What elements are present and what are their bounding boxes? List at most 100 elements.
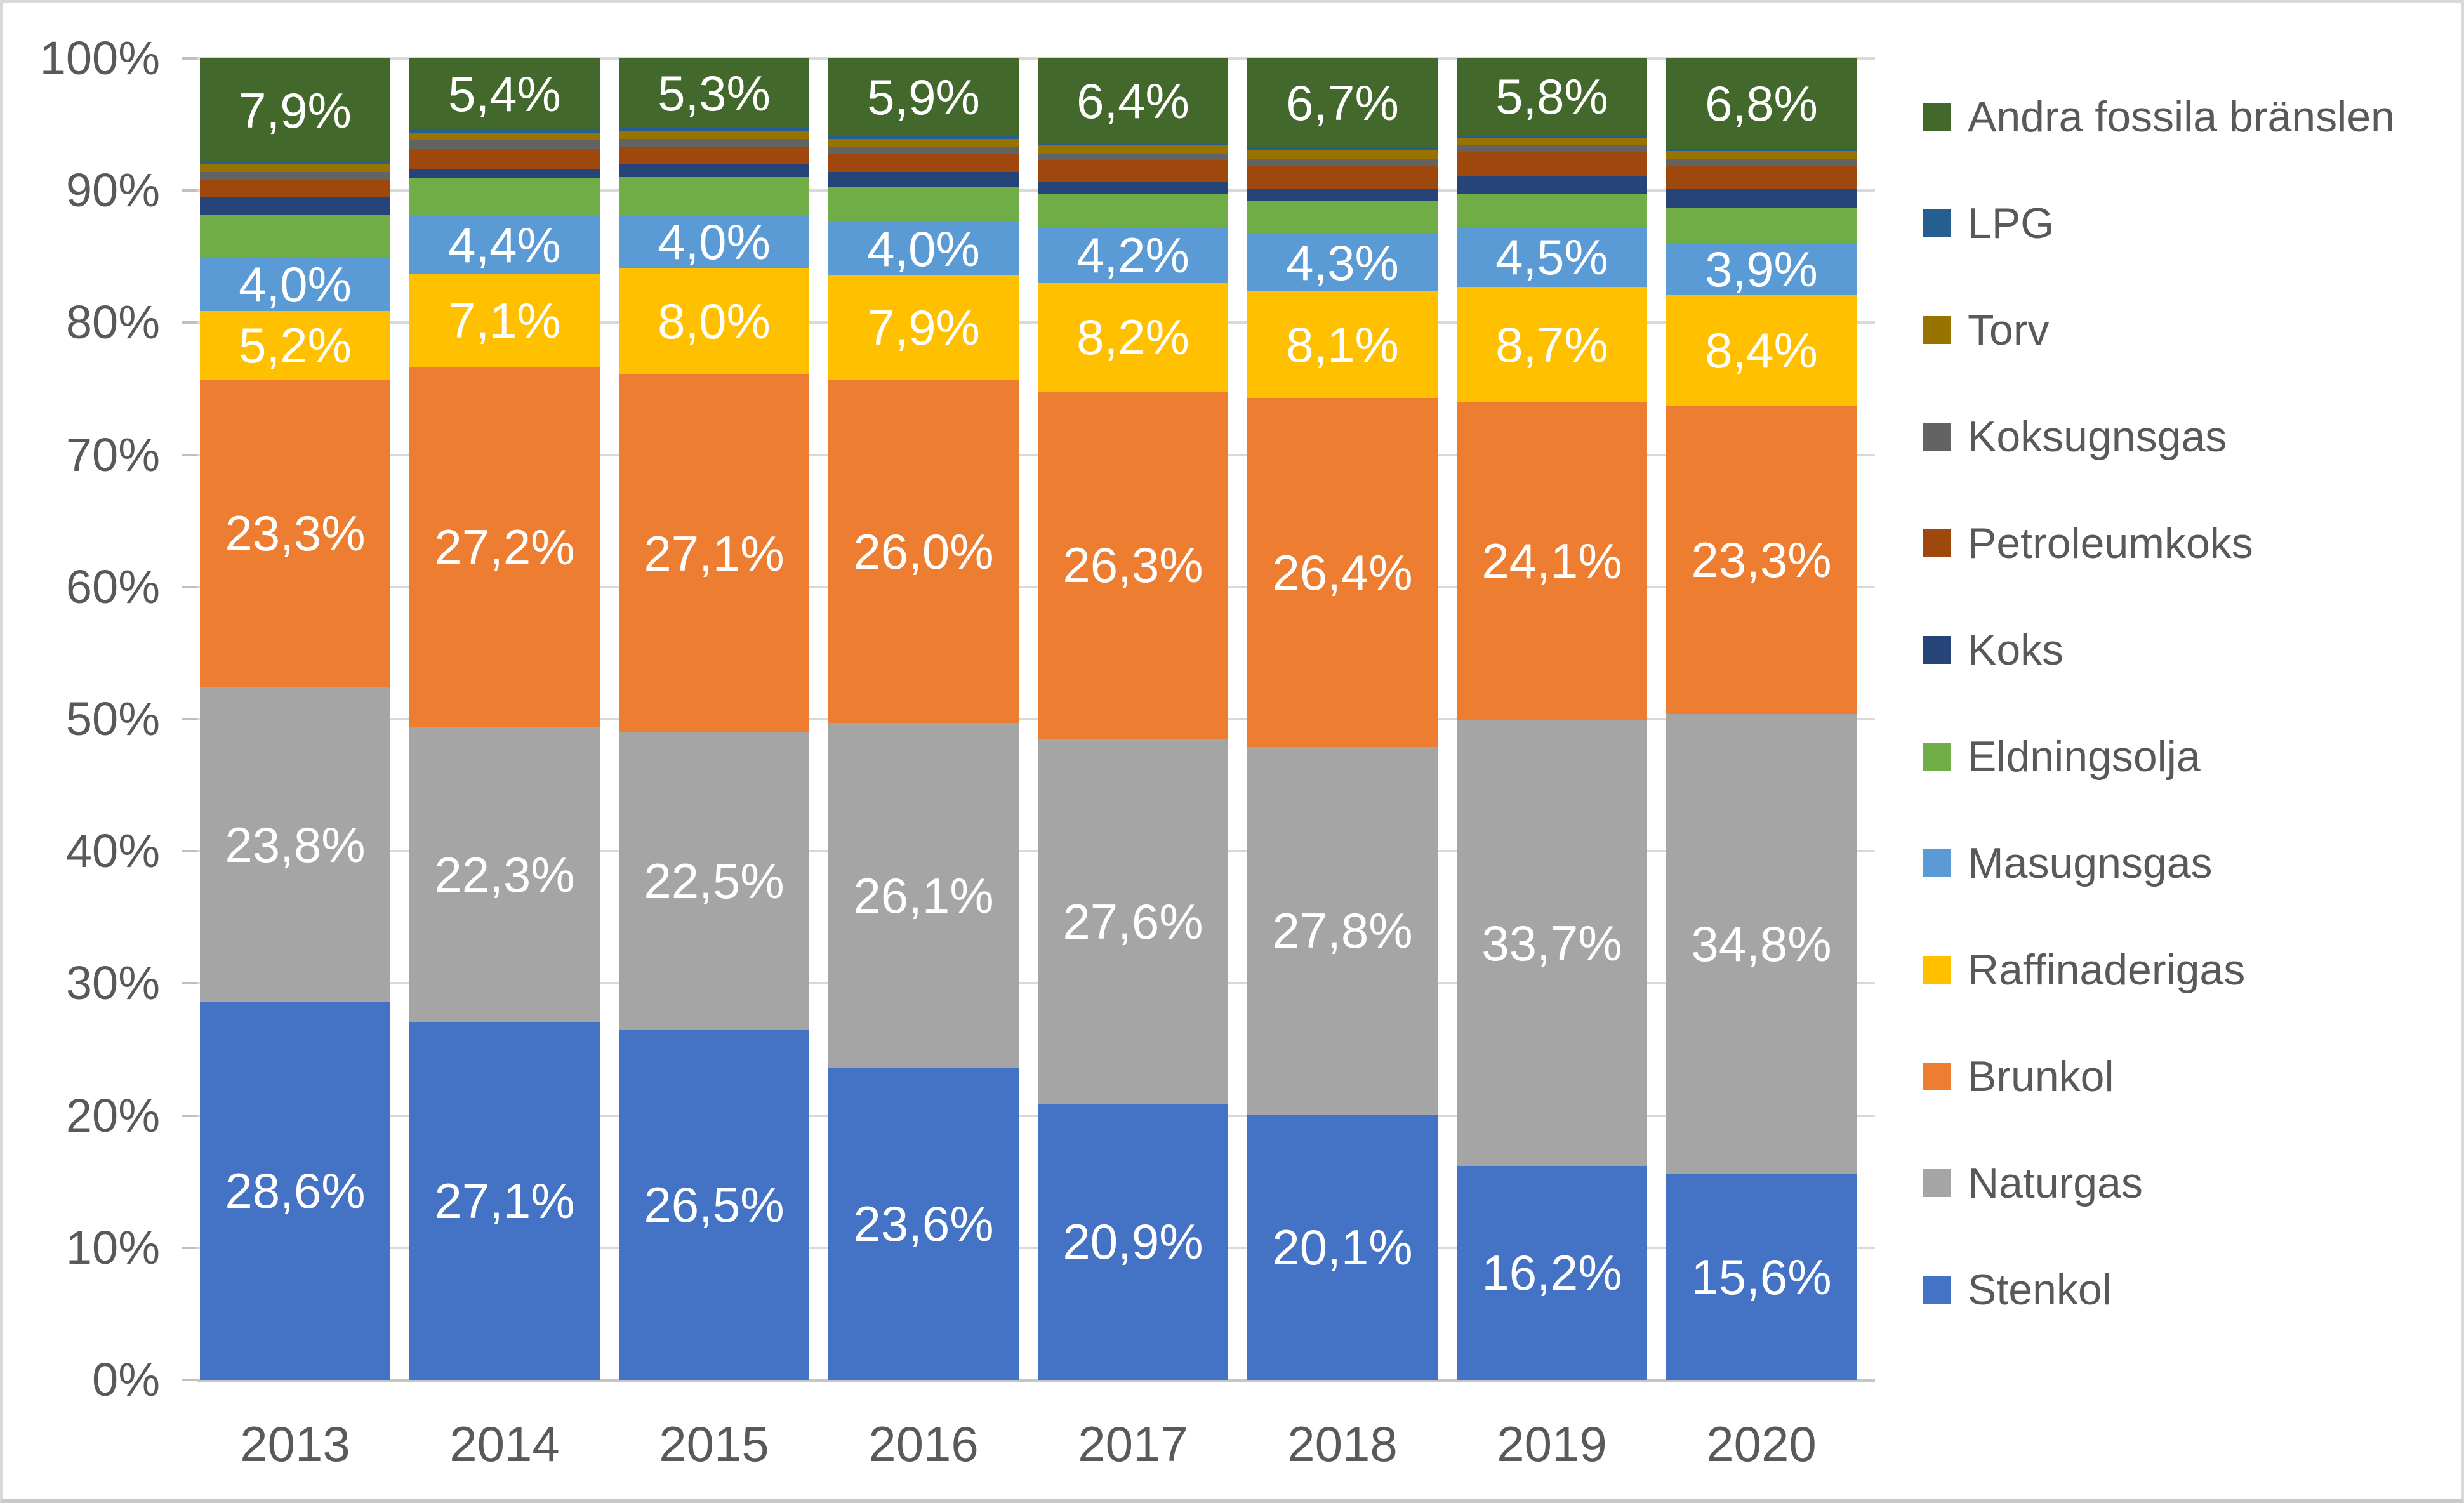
y-axis-label: 0%	[92, 1353, 160, 1406]
y-axis-label: 90%	[65, 164, 160, 217]
x-axis-label-2014: 2014	[449, 1416, 560, 1472]
bar-segment-koks-2013	[200, 197, 390, 215]
bar-segment-petroleumkoks-2019	[1457, 152, 1647, 176]
gridline-0%	[197, 1379, 1875, 1382]
bar-segment-naturgas-2014: 22,3%	[409, 727, 600, 1022]
y-axis-label: 60%	[65, 560, 160, 613]
segment-label: 26,4%	[1272, 544, 1413, 600]
bar-segment-petroleumkoks-2015	[619, 147, 809, 164]
bar-segment-masugnsgas-2015: 4,0%	[619, 215, 809, 269]
y-axis-tick	[182, 57, 197, 60]
bar-segment-naturgas-2017: 27,6%	[1038, 739, 1228, 1104]
bar-segment-masugnsgas-2017: 4,2%	[1038, 227, 1228, 283]
segment-label: 24,1%	[1481, 533, 1622, 590]
bar-segment-torv-2019	[1457, 137, 1647, 146]
bar-segment-masugnsgas-2013: 4,0%	[200, 258, 390, 311]
legend-item-andra-fossila-br-nslen: Andra fossila bränslen	[1923, 95, 2395, 138]
bar-segment-torv-2014	[409, 132, 600, 141]
segment-label: 15,6%	[1691, 1248, 1832, 1305]
segment-label: 6,7%	[1286, 74, 1399, 131]
bar-segment-naturgas-2013: 23,8%	[200, 687, 390, 1002]
segment-label: 26,5%	[644, 1177, 785, 1233]
segment-label: 27,6%	[1063, 893, 1203, 950]
y-axis-tick	[182, 982, 197, 985]
y-axis-tick	[182, 850, 197, 853]
segment-label: 4,4%	[448, 216, 561, 273]
legend-item-raffinaderigas: Raffinaderigas	[1923, 948, 2395, 991]
gridline-70%	[197, 453, 1875, 456]
chart-legend: Andra fossila bränslen LPG Torv Koksugnsgas…	[1923, 95, 2395, 1311]
bar-segment-andra-fossila-br-nslen-2015: 5,3%	[619, 58, 809, 129]
legend-item-koks: Koks	[1923, 628, 2395, 672]
bar-segment-koks-2016	[828, 172, 1019, 187]
bar-segment-brunkol-2016: 26,0%	[828, 379, 1019, 724]
bar-segment-koksugnsgas-2018	[1247, 159, 1438, 166]
bar-segment-koksugnsgas-2017	[1038, 154, 1228, 161]
bar-segment-andra-fossila-br-nslen-2018: 6,7%	[1247, 58, 1438, 147]
bar-segment-raffinaderigas-2018: 8,1%	[1247, 291, 1438, 399]
gridline-80%	[197, 321, 1875, 324]
bar-segment-andra-fossila-br-nslen-2017: 6,4%	[1038, 58, 1228, 143]
bar-segment-koks-2020	[1666, 189, 1857, 208]
legend-item-brunkol: Brunkol	[1923, 1055, 2395, 1098]
bar-segment-raffinaderigas-2014: 7,1%	[409, 274, 600, 368]
segment-label: 26,1%	[853, 867, 994, 924]
segment-label: 20,9%	[1063, 1214, 1203, 1270]
segment-label: 23,6%	[853, 1196, 994, 1252]
legend-label: Stenkol	[1968, 1266, 2112, 1314]
gridline-40%	[197, 850, 1875, 853]
bar-segment-raffinaderigas-2016: 7,9%	[828, 275, 1019, 380]
legend-label: Andra fossila bränslen	[1968, 93, 2395, 141]
bar-segment-lpg-2016	[828, 136, 1019, 139]
bar-segment-eldningsolja-2016	[828, 186, 1019, 223]
bar-segment-stenkol-2019: 16,2%	[1457, 1165, 1647, 1380]
gridline-60%	[197, 585, 1875, 588]
gridline-90%	[197, 189, 1875, 192]
legend-label: Koksugnsgas	[1968, 413, 2227, 461]
bar-segment-masugnsgas-2016: 4,0%	[828, 222, 1019, 275]
bar-segment-koks-2019	[1457, 176, 1647, 195]
x-axis-label-2013: 2013	[240, 1416, 350, 1472]
bar-segment-andra-fossila-br-nslen-2019: 5,8%	[1457, 58, 1647, 135]
bar-segment-petroleumkoks-2020	[1666, 165, 1857, 190]
legend-swatch	[1923, 316, 1951, 344]
y-axis-label: 70%	[65, 428, 160, 481]
segment-label: 5,4%	[448, 66, 561, 122]
segment-label: 5,9%	[867, 69, 980, 126]
segment-label: 28,6%	[225, 1163, 366, 1219]
bar-segment-eldningsolja-2017	[1038, 194, 1228, 228]
legend-swatch	[1923, 1276, 1951, 1304]
bar-segment-naturgas-2020: 34,8%	[1666, 713, 1857, 1174]
segment-label: 23,3%	[225, 505, 366, 562]
bar-segment-stenkol-2014: 27,1%	[409, 1021, 600, 1380]
legend-item-petroleumkoks: Petroleumkoks	[1923, 522, 2395, 565]
segment-label: 22,3%	[434, 846, 575, 903]
bar-segment-lpg-2014	[409, 129, 600, 133]
legend-label: Koks	[1968, 626, 2064, 674]
bar-segment-andra-fossila-br-nslen-2020: 6,8%	[1666, 58, 1857, 149]
legend-item-naturgas: Naturgas	[1923, 1162, 2395, 1205]
bar-segment-koksugnsgas-2015	[619, 139, 809, 147]
y-axis-tick	[182, 585, 197, 588]
bar-segment-brunkol-2017: 26,3%	[1038, 391, 1228, 739]
x-axis-label-2016: 2016	[868, 1416, 979, 1472]
legend-swatch	[1923, 529, 1951, 557]
segment-label: 8,4%	[1705, 322, 1818, 379]
y-axis-tick	[182, 321, 197, 324]
bar-segment-lpg-2018	[1247, 147, 1438, 150]
segment-label: 8,7%	[1495, 316, 1608, 373]
legend-swatch	[1923, 743, 1951, 771]
segment-label: 4,5%	[1495, 229, 1608, 286]
bar-segment-lpg-2019	[1457, 135, 1647, 138]
bar-segment-petroleumkoks-2017	[1038, 160, 1228, 182]
segment-label: 22,5%	[644, 853, 785, 910]
legend-swatch	[1923, 1169, 1951, 1197]
segment-label: 27,8%	[1272, 903, 1413, 959]
bar-segment-eldningsolja-2013	[200, 215, 390, 258]
bar-segment-brunkol-2013: 23,3%	[200, 379, 390, 688]
legend-swatch	[1923, 636, 1951, 664]
bar-segment-masugnsgas-2018: 4,3%	[1247, 234, 1438, 291]
bar-segment-andra-fossila-br-nslen-2014: 5,4%	[409, 58, 600, 130]
segment-label: 23,8%	[225, 816, 366, 873]
